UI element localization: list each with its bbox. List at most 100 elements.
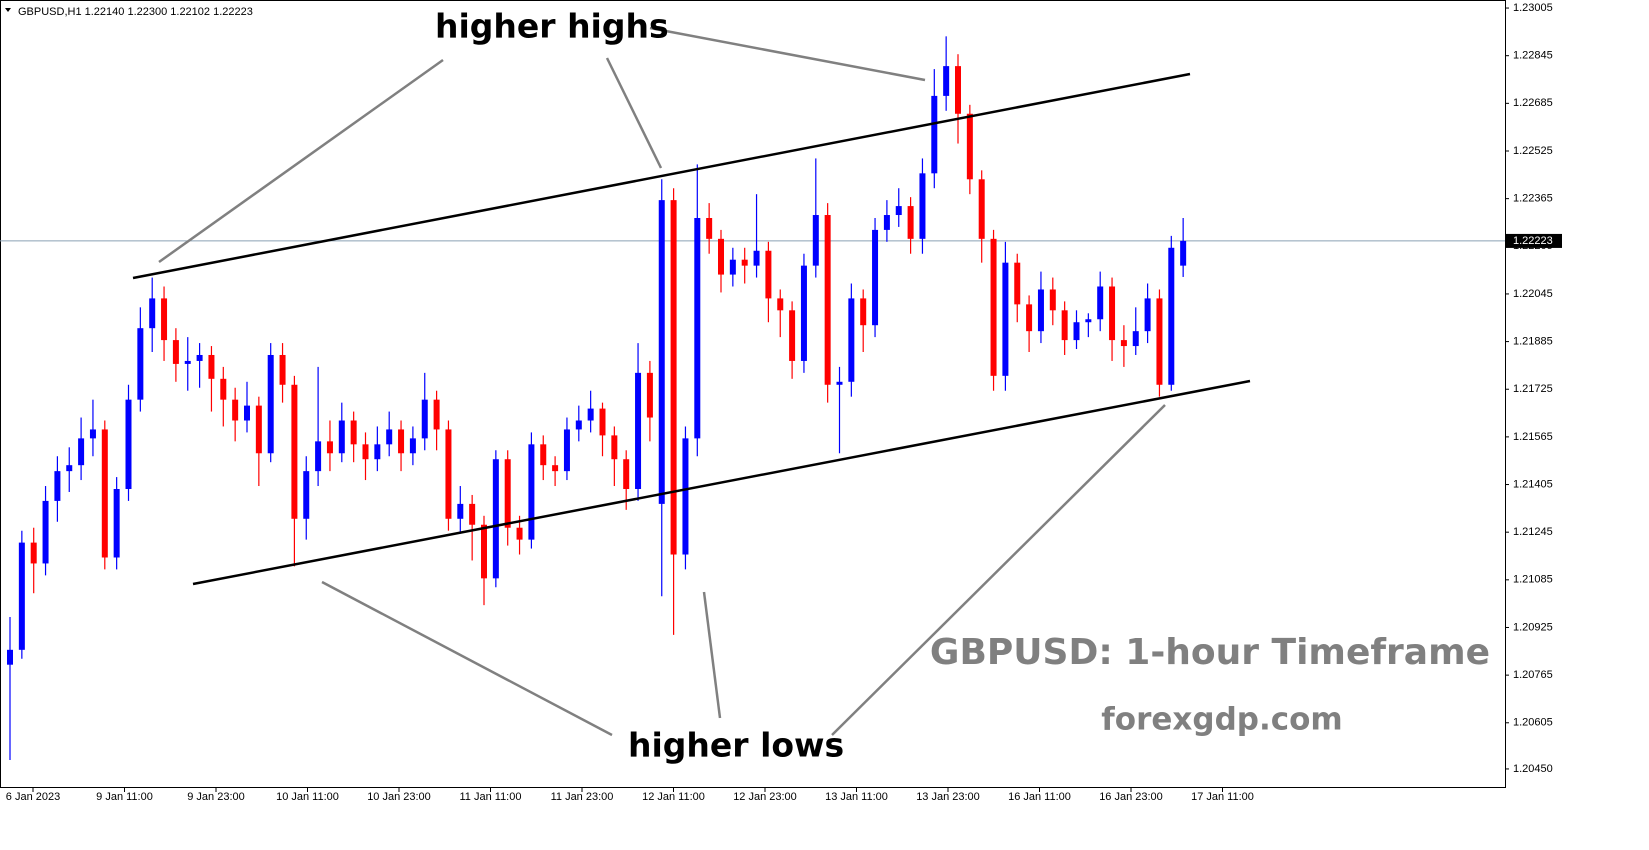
- candle-body: [267, 354, 274, 454]
- candle-body: [706, 217, 713, 239]
- candle-body: [907, 206, 914, 239]
- plot-frame: [0, 0, 1506, 788]
- x-tick-label: 11 Jan 23:00: [551, 791, 614, 803]
- candle-body: [682, 438, 689, 555]
- candle-body: [777, 298, 784, 311]
- upper-trendline: [132, 72, 1191, 280]
- candle-body: [1097, 286, 1104, 320]
- candle-body: [445, 429, 452, 519]
- current-price-box: [1506, 233, 1562, 248]
- candle-body: [1073, 322, 1080, 341]
- candle-body: [1037, 289, 1044, 332]
- candle-body: [386, 429, 393, 445]
- y-tick-label: 1.21725: [1513, 383, 1553, 395]
- candle-body: [516, 527, 523, 540]
- candle-body: [137, 328, 144, 400]
- x-tick-label: 16 Jan 23:00: [1099, 791, 1163, 803]
- candle-body: [350, 420, 357, 445]
- x-tick-label: 13 Jan 23:00: [916, 791, 980, 803]
- watermark-title: GBPUSD: 1-hour Timeframe: [930, 632, 1490, 673]
- x-tick-label: 12 Jan 23:00: [733, 791, 797, 803]
- candle-body: [1002, 262, 1009, 376]
- y-tick-label: 1.22045: [1513, 288, 1553, 300]
- pointer: [649, 26, 926, 82]
- candle-body: [1132, 331, 1139, 347]
- candle-body: [800, 265, 807, 361]
- candle-body: [66, 465, 73, 472]
- candle-body: [149, 298, 156, 329]
- x-tick-label: 11 Jan 11:00: [460, 791, 522, 803]
- x-tick-label: 9 Jan 23:00: [187, 791, 245, 803]
- x-tick-label: 13 Jan 11:00: [825, 791, 888, 803]
- candle-body: [955, 66, 961, 114]
- candle-body: [362, 444, 369, 460]
- candle-body: [883, 215, 890, 230]
- candle-body: [587, 408, 594, 421]
- annotation: higher highs: [435, 7, 669, 46]
- candle-body: [1061, 310, 1068, 341]
- candle-body: [1049, 289, 1056, 311]
- plot: [0, 36, 1505, 761]
- y-tick-label: 1.23005: [1513, 2, 1553, 14]
- candle-body: [848, 298, 855, 382]
- y-tick-label: 1.22525: [1513, 145, 1553, 157]
- y-tick-label: 1.22845: [1513, 50, 1553, 62]
- y-tick-label: 1.22685: [1513, 97, 1553, 109]
- candle-body: [113, 489, 120, 558]
- candle-body: [326, 441, 333, 454]
- y-tick-label: 1.21405: [1513, 478, 1553, 490]
- y-tick-label: 1.20605: [1513, 717, 1553, 729]
- candle-body: [421, 399, 428, 439]
- x-tick-label: 10 Jan 23:00: [367, 791, 431, 803]
- candle-body: [753, 250, 760, 266]
- x-tick-label: 16 Jan 11:00: [1008, 791, 1071, 803]
- candle-body: [658, 200, 665, 504]
- y-tick-label: 1.21245: [1513, 526, 1553, 538]
- x-tick-label: 12 Jan 11:00: [642, 791, 705, 803]
- menu-arrow: [5, 8, 11, 12]
- candle-body: [220, 378, 227, 400]
- candle-body: [1085, 319, 1092, 323]
- candle-body: [635, 372, 642, 490]
- candle-body: [504, 459, 511, 528]
- candle-body: [563, 429, 570, 472]
- candle-body: [315, 441, 322, 472]
- candle-body: [575, 420, 582, 430]
- candle-body: [990, 238, 997, 376]
- candle-body: [1180, 240, 1187, 266]
- candle-body: [42, 500, 49, 564]
- current-price-label: 1.22223: [1513, 235, 1553, 247]
- candle-body: [18, 542, 25, 650]
- candle-body: [54, 471, 61, 501]
- symbol-info: GBPUSD,H1 1.22140 1.22300 1.22102 1.2222…: [18, 6, 253, 18]
- annotation: higher lows: [628, 726, 844, 765]
- candle-body: [161, 298, 168, 341]
- x-tick-label: 6 Jan 2023: [6, 791, 60, 803]
- candle-body: [872, 229, 879, 326]
- pointer: [158, 58, 444, 264]
- lower-trendline: [192, 379, 1251, 586]
- candle-body: [196, 354, 203, 361]
- candle-body: [895, 206, 902, 216]
- candle-body: [1156, 298, 1163, 385]
- candle-body: [694, 217, 701, 439]
- candle-body: [303, 471, 310, 519]
- candle-body: [89, 429, 96, 439]
- candle-body: [860, 298, 867, 326]
- candle-body: [469, 503, 476, 525]
- candle-body: [528, 444, 535, 540]
- y-tick-label: 1.20450: [1513, 763, 1553, 775]
- candle-body: [824, 215, 831, 385]
- candle-body: [1014, 262, 1021, 305]
- candle-body: [599, 408, 606, 436]
- y-tick-label: 1.21565: [1513, 431, 1553, 443]
- candle-body: [978, 179, 985, 239]
- candle-body: [409, 438, 416, 454]
- candle-body: [374, 444, 381, 460]
- candle-body: [291, 384, 298, 519]
- candle-body: [1120, 340, 1127, 347]
- y-tick-label: 1.20925: [1513, 621, 1553, 633]
- candle-body: [1109, 286, 1116, 341]
- candle-body: [338, 420, 345, 454]
